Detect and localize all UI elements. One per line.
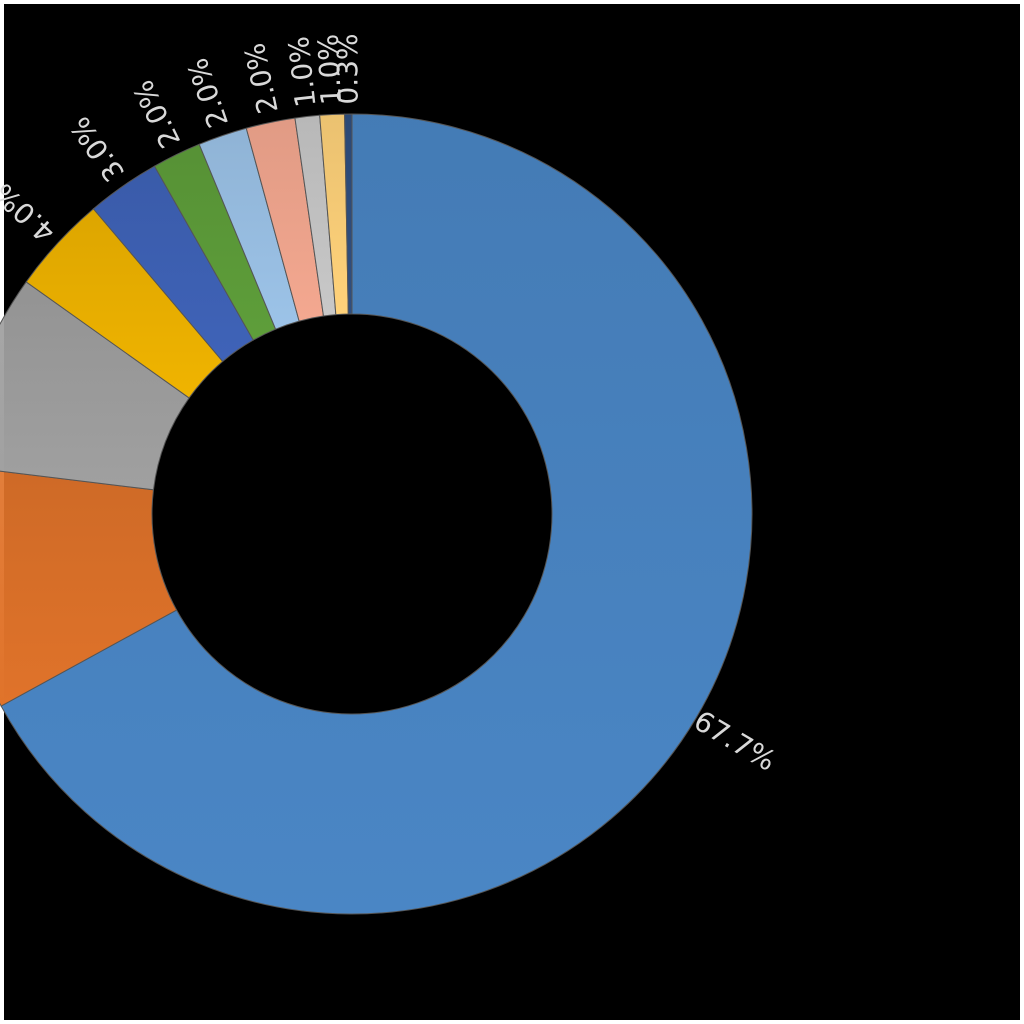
doughnut-slice-0: [0, 113, 753, 915]
slice-data-label-10: 0.3%: [331, 33, 365, 104]
slice-data-label-5: 2.0%: [126, 75, 187, 153]
doughnut-slice-10: [344, 113, 353, 315]
slice-data-label-7: 2.0%: [238, 40, 285, 116]
doughnut-slice-1: [0, 470, 178, 707]
slice-data-label-9: 1.0%: [312, 33, 348, 106]
slice-data-label-6: 2.0%: [181, 54, 235, 132]
slice-data-label-4: 3.0%: [63, 111, 131, 188]
slice-data-label-3: 4.0%: [0, 177, 62, 249]
slice-data-label-8: 1.0%: [282, 35, 323, 109]
slice-data-label-0: 67.7%: [688, 704, 781, 778]
